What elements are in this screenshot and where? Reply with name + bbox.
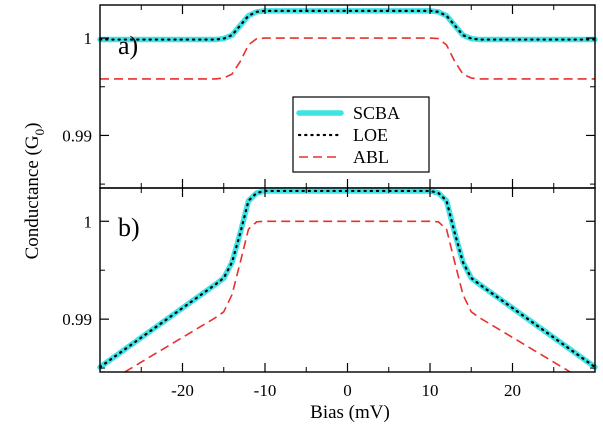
y-tick-label: 1 [84, 212, 93, 231]
series-line-loe [98, 9, 597, 41]
panel-label: a) [118, 31, 138, 60]
panel-label: b) [118, 213, 140, 242]
x-tick-label: 0 [343, 381, 352, 400]
y-tick-label: 0.99 [62, 126, 92, 145]
x-tick-label: -10 [254, 381, 277, 400]
y-axis-label-close: ) [22, 123, 43, 129]
panel-b: 0.99 1 -20 -10 0 10 20 b) [62, 187, 598, 400]
series-line-abl [100, 37, 595, 80]
legend-label-abl: ABL [353, 147, 389, 167]
x-tick-label: 20 [504, 381, 521, 400]
y-axis-label-main: Conductance (G [22, 135, 43, 259]
y-tick-label: 0.99 [62, 310, 92, 329]
y-tick-label: 1 [84, 29, 93, 48]
y-axis-label-subscript: 0 [32, 129, 47, 136]
panel-a: 0.99 1 a) [62, 4, 598, 189]
series-line-abl [124, 220, 571, 373]
legend-label-scba: SCBA [353, 103, 400, 123]
legend-box [292, 96, 430, 173]
x-tick-label: 10 [422, 381, 439, 400]
y-axis-label: Conductance (G0) [22, 123, 47, 260]
x-tick-label: -20 [171, 381, 194, 400]
legend-label-loe: LOE [353, 125, 388, 145]
x-axis-label: Bias (mV) [310, 402, 390, 423]
